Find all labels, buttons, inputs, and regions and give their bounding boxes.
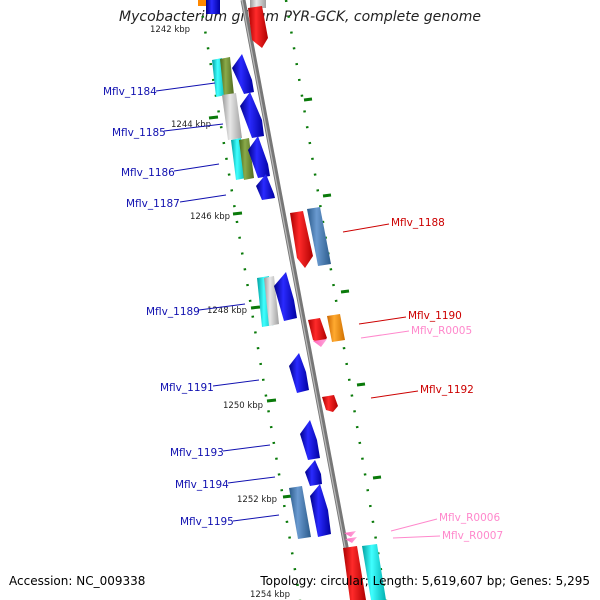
major-tick bbox=[250, 305, 261, 310]
outer-tick-guide bbox=[284, 0, 388, 600]
gene-arrow[interactable] bbox=[300, 420, 320, 460]
scale-label: 1254 kbp bbox=[250, 590, 290, 600]
gene-block[interactable] bbox=[343, 546, 366, 600]
leader-line bbox=[358, 316, 407, 325]
gene-labels: Mflv_1184 Mflv_1185 Mflv_1186 Mflv_1187 … bbox=[103, 86, 503, 542]
rna-arrow[interactable] bbox=[345, 537, 357, 543]
major-tick bbox=[372, 475, 382, 480]
gene-arrow[interactable] bbox=[290, 211, 313, 268]
gene-label-mflv-1189[interactable]: Mflv_1189 bbox=[146, 306, 200, 318]
leader-line bbox=[370, 390, 419, 399]
major-tick bbox=[303, 97, 313, 102]
leader-line bbox=[360, 330, 410, 339]
leader-line bbox=[227, 476, 276, 484]
gene-block[interactable] bbox=[362, 544, 386, 600]
gene-arrow[interactable] bbox=[240, 92, 264, 138]
scale-label: 1244 kbp bbox=[171, 120, 211, 130]
gene-arrow[interactable] bbox=[248, 136, 270, 178]
gene-label-mflv-1190[interactable]: Mflv_1190 bbox=[408, 310, 462, 322]
gene-label-mflv-1188[interactable]: Mflv_1188 bbox=[391, 217, 445, 229]
major-tick bbox=[340, 289, 350, 294]
gene-block[interactable] bbox=[289, 486, 311, 539]
gene-block[interactable] bbox=[307, 207, 331, 266]
gene-block[interactable] bbox=[222, 93, 242, 140]
gene-arrow[interactable] bbox=[305, 460, 322, 486]
genome-backbone bbox=[240, 0, 359, 600]
gene-label-mflv-r0005[interactable]: Mflv_R0005 bbox=[411, 325, 472, 337]
gene-label-mflv-1193[interactable]: Mflv_1193 bbox=[170, 447, 224, 459]
gene-label-mflv-1184[interactable]: Mflv_1184 bbox=[103, 86, 157, 98]
scale-label: 1250 kbp bbox=[223, 401, 263, 411]
major-ticks bbox=[208, 97, 382, 499]
minus-strand-genes bbox=[248, 0, 386, 600]
leader-line bbox=[198, 303, 246, 311]
plus-strand-genes bbox=[198, 0, 331, 539]
genome-backbone-highlight bbox=[241, 0, 356, 600]
inner-tick-guide bbox=[198, 0, 302, 600]
genome-summary-text: Topology: circular; Length: 5,619,607 bp… bbox=[260, 574, 590, 588]
leader-line bbox=[155, 82, 216, 92]
gene-block[interactable] bbox=[250, 0, 266, 8]
gene-label-mflv-r0006[interactable]: Mflv_R0006 bbox=[439, 512, 500, 524]
gene-arrow[interactable] bbox=[232, 54, 254, 94]
leader-line bbox=[342, 223, 390, 233]
major-tick bbox=[322, 193, 332, 198]
leader-line bbox=[390, 518, 438, 532]
leader-line bbox=[212, 379, 260, 387]
gene-label-mflv-r0007[interactable]: Mflv_R0007 bbox=[442, 530, 503, 542]
accession-text: Accession: NC_009338 bbox=[9, 574, 146, 588]
gene-block[interactable] bbox=[198, 0, 206, 6]
leader-line bbox=[392, 535, 441, 539]
leader-lines bbox=[155, 82, 441, 539]
leader-line bbox=[173, 163, 220, 172]
gene-label-mflv-1185[interactable]: Mflv_1185 bbox=[112, 127, 166, 139]
gene-block[interactable] bbox=[206, 0, 220, 14]
scale-label: 1242 kbp bbox=[150, 25, 190, 35]
scale-label: 1246 kbp bbox=[190, 212, 230, 222]
gene-label-mflv-1191[interactable]: Mflv_1191 bbox=[160, 382, 214, 394]
gene-arrow[interactable] bbox=[322, 395, 338, 412]
rna-arrow[interactable] bbox=[344, 531, 356, 537]
scale-label: 1252 kbp bbox=[237, 495, 277, 505]
major-tick bbox=[208, 115, 219, 120]
gene-label-mflv-1187[interactable]: Mflv_1187 bbox=[126, 198, 180, 210]
gene-label-mflv-1192[interactable]: Mflv_1192 bbox=[420, 384, 474, 396]
gene-arrow[interactable] bbox=[308, 318, 327, 344]
leader-line bbox=[232, 514, 280, 522]
rna-arrow[interactable] bbox=[313, 339, 327, 347]
gene-arrow[interactable] bbox=[289, 353, 309, 393]
leader-line bbox=[179, 194, 227, 203]
gene-block[interactable] bbox=[327, 314, 345, 342]
gene-arrow[interactable] bbox=[248, 6, 268, 48]
leader-line bbox=[163, 123, 224, 132]
major-tick bbox=[232, 211, 243, 216]
major-tick bbox=[266, 398, 277, 403]
gene-label-mflv-1195[interactable]: Mflv_1195 bbox=[180, 516, 234, 528]
gene-label-mflv-1194[interactable]: Mflv_1194 bbox=[175, 479, 229, 491]
scale-labels: 1242 kbp 1244 kbp 1246 kbp 1248 kbp 1250… bbox=[150, 25, 290, 600]
gene-arrow[interactable] bbox=[256, 174, 275, 200]
major-tick bbox=[356, 382, 366, 387]
gene-arrow[interactable] bbox=[274, 272, 297, 321]
leader-line bbox=[222, 444, 271, 452]
scale-label: 1248 kbp bbox=[207, 306, 247, 316]
gene-arrow[interactable] bbox=[310, 484, 331, 537]
gene-block[interactable] bbox=[220, 57, 234, 97]
gene-label-mflv-1186[interactable]: Mflv_1186 bbox=[121, 167, 175, 179]
